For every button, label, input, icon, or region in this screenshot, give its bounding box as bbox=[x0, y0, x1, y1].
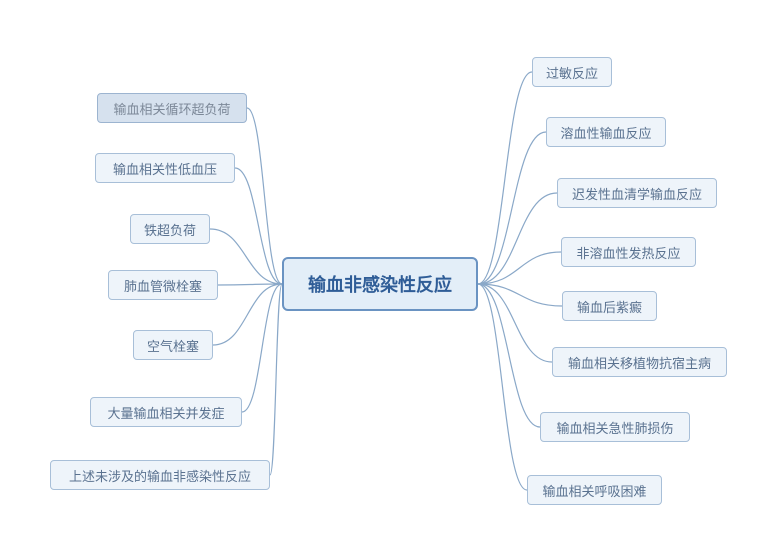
branch-label: 溶血性输血反应 bbox=[560, 123, 651, 142]
branch-label: 输血相关循环超负荷 bbox=[113, 99, 230, 118]
connector-l2 bbox=[210, 229, 282, 284]
branch-label: 大量输血相关并发症 bbox=[107, 403, 224, 422]
branch-node-l0: 输血相关循环超负荷 bbox=[97, 93, 247, 123]
branch-label: 铁超负荷 bbox=[144, 220, 196, 239]
branch-label: 输血后紫癜 bbox=[577, 297, 642, 316]
branch-node-r7: 输血相关呼吸困难 bbox=[527, 475, 662, 505]
connector-r3 bbox=[478, 252, 561, 284]
branch-label: 肺血管微栓塞 bbox=[124, 276, 202, 295]
branch-node-r5: 输血相关移植物抗宿主病 bbox=[552, 347, 727, 377]
connector-l5 bbox=[242, 284, 282, 412]
branch-node-r6: 输血相关急性肺损伤 bbox=[540, 412, 690, 442]
connector-r7 bbox=[478, 284, 527, 490]
connector-l0 bbox=[247, 108, 282, 284]
branch-node-r4: 输血后紫癜 bbox=[562, 291, 657, 321]
branch-node-r0: 过敏反应 bbox=[532, 57, 612, 87]
branch-node-l2: 铁超负荷 bbox=[130, 214, 210, 244]
connector-l6 bbox=[270, 284, 282, 475]
branch-node-l1: 输血相关性低血压 bbox=[95, 153, 235, 183]
branch-node-r1: 溶血性输血反应 bbox=[546, 117, 666, 147]
branch-node-l4: 空气栓塞 bbox=[133, 330, 213, 360]
branch-label: 空气栓塞 bbox=[147, 336, 199, 355]
connector-r1 bbox=[478, 132, 546, 284]
branch-label: 输血相关呼吸困难 bbox=[542, 481, 646, 500]
branch-node-l6: 上述未涉及的输血非感染性反应 bbox=[50, 460, 270, 490]
center-label: 输血非感染性反应 bbox=[308, 271, 452, 297]
branch-label: 过敏反应 bbox=[546, 63, 598, 82]
connector-l4 bbox=[213, 284, 282, 345]
connector-r0 bbox=[478, 72, 532, 284]
connector-l1 bbox=[235, 168, 282, 284]
branch-node-r3: 非溶血性发热反应 bbox=[561, 237, 696, 267]
branch-label: 输血相关移植物抗宿主病 bbox=[568, 353, 711, 372]
branch-label: 上述未涉及的输血非感染性反应 bbox=[69, 466, 251, 485]
branch-node-l3: 肺血管微栓塞 bbox=[108, 270, 218, 300]
branch-label: 输血相关急性肺损伤 bbox=[556, 418, 673, 437]
branch-label: 迟发性血清学输血反应 bbox=[572, 184, 702, 203]
connector-r4 bbox=[478, 284, 562, 306]
connector-r5 bbox=[478, 284, 552, 362]
branch-label: 输血相关性低血压 bbox=[113, 159, 217, 178]
center-node: 输血非感染性反应 bbox=[282, 257, 478, 311]
connector-r2 bbox=[478, 193, 557, 284]
connector-r6 bbox=[478, 284, 540, 427]
branch-label: 非溶血性发热反应 bbox=[576, 243, 680, 262]
branch-node-l5: 大量输血相关并发症 bbox=[90, 397, 242, 427]
connector-l3 bbox=[218, 284, 282, 285]
branch-node-r2: 迟发性血清学输血反应 bbox=[557, 178, 717, 208]
